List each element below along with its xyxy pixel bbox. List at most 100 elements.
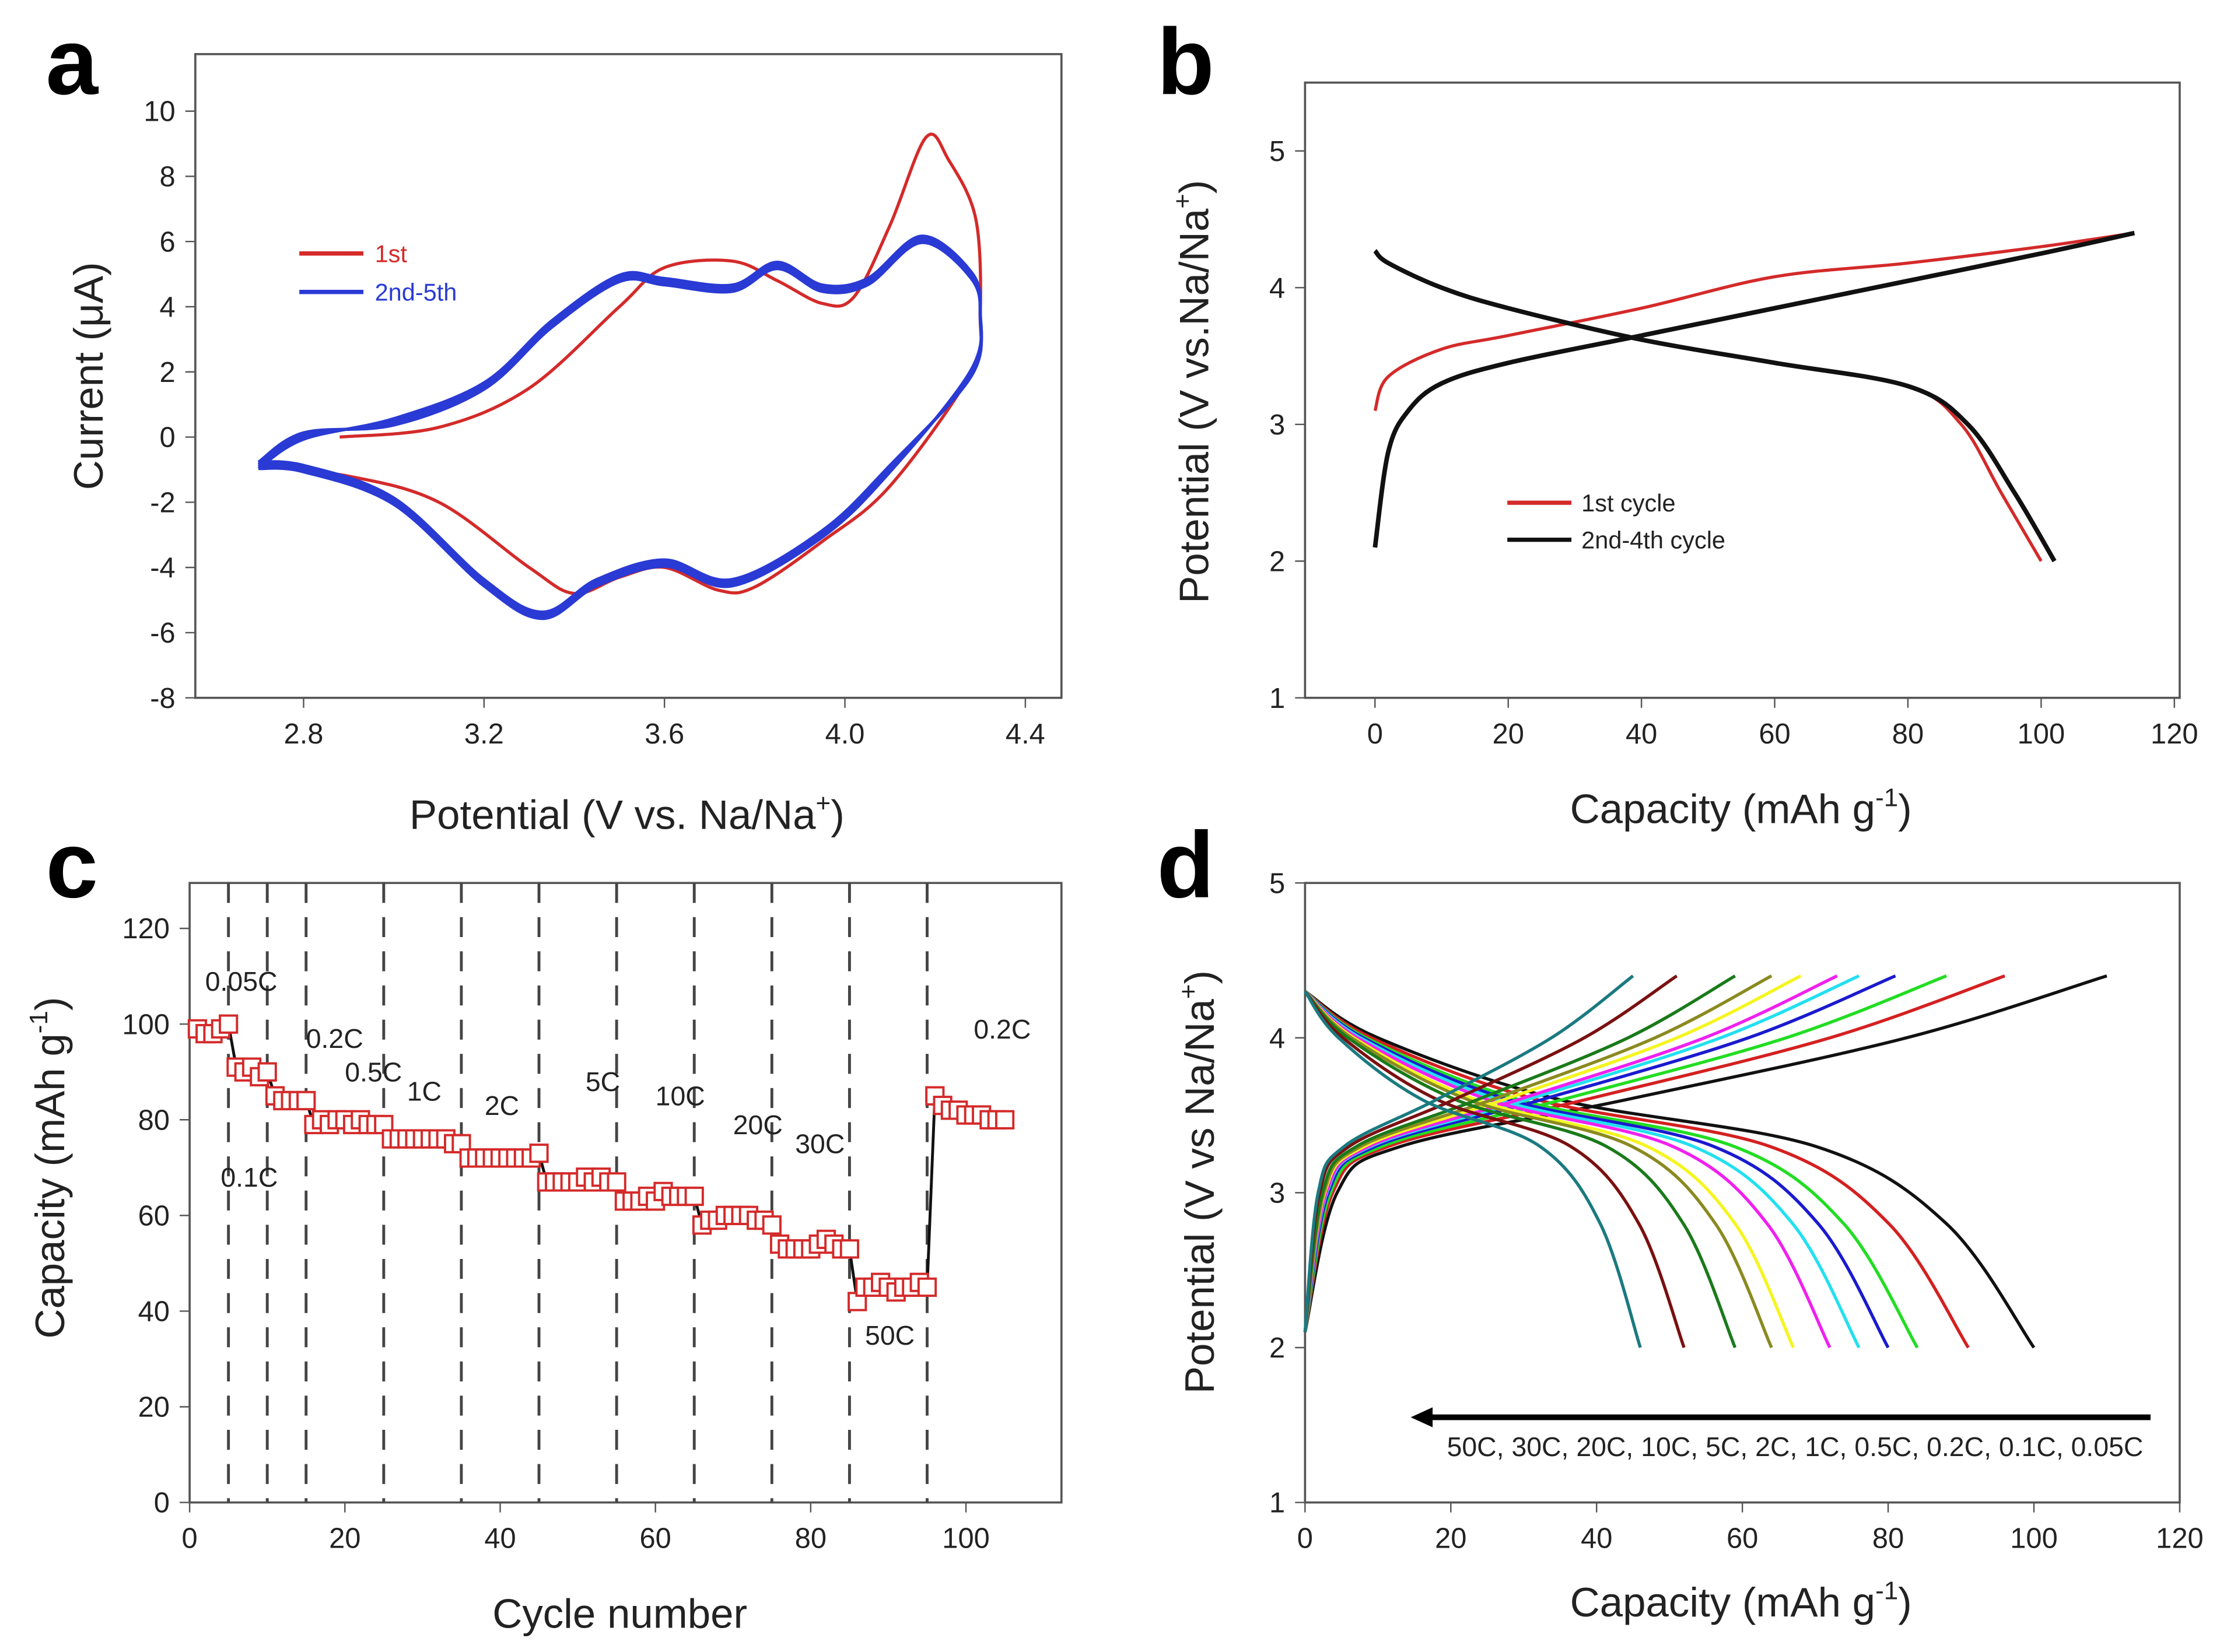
- x-tick-label: 3.2: [464, 718, 504, 750]
- capacity-line: [197, 1022, 1005, 1306]
- rate-order-annotation: 50C, 30C, 20C, 10C, 5C, 2C, 1C, 0.5C, 0.…: [1447, 1432, 2144, 1462]
- x-axis-label-sup: -1: [1875, 783, 1898, 812]
- y-tick-label: 2: [1269, 1332, 1285, 1364]
- y-axis-label-text: Potential (V vs.Na/Na: [1171, 208, 1217, 604]
- y-axis-label: Potential (V vs.Na/Na+): [1168, 180, 1217, 604]
- x-axis-label-sup: -1: [1875, 1577, 1898, 1605]
- capacity-marker: [607, 1172, 626, 1192]
- rate-label: 20C: [733, 1110, 783, 1140]
- y-axis-label-text: Capacity (mAh g: [27, 1033, 73, 1338]
- y-tick-label: 100: [122, 1009, 169, 1040]
- x-tick-label: 60: [1727, 1523, 1758, 1555]
- y-axis-label-text: Current (μA): [66, 262, 112, 490]
- y-axis-label: Current (μA): [66, 262, 112, 490]
- y-tick-label: 0: [160, 422, 176, 454]
- y-axis-label: Potential (V vs Na/Na+): [1174, 970, 1223, 1394]
- panel-letter: a: [45, 9, 99, 114]
- x-tick-label: 120: [2156, 1523, 2203, 1555]
- y-tick-label: 4: [160, 292, 176, 323]
- rate-label: 0.05C: [205, 966, 278, 997]
- charge-curve-0.1C: [1303, 974, 2005, 1332]
- legend-label: 2nd-4th cycle: [1581, 526, 1725, 553]
- cv-curve-2nd-5th: [257, 234, 983, 620]
- charge-curve-50C: [1303, 974, 1634, 1332]
- legend-label: 1st: [375, 240, 408, 267]
- x-tick-label: 40: [1581, 1523, 1612, 1555]
- rate-label: 0.2C: [974, 1014, 1031, 1044]
- rate-label: 50C: [865, 1320, 915, 1351]
- y-tick-label: 8: [160, 162, 176, 193]
- y-axis-label-end: ): [27, 997, 73, 1011]
- plot-frame: [1304, 81, 2181, 699]
- x-tick-label: 4.0: [825, 718, 865, 750]
- y-axis-label-sup: +: [1174, 984, 1203, 999]
- legend-label: 1st cycle: [1581, 489, 1675, 517]
- x-axis-label-text: Potential (V vs. Na/Na: [409, 792, 816, 838]
- y-tick-label: 4: [1269, 272, 1285, 304]
- plot-frame: [194, 52, 1063, 699]
- x-tick-label: 0: [1367, 718, 1383, 750]
- x-tick-label: 0: [1297, 1523, 1313, 1555]
- x-tick-label: 120: [2151, 718, 2198, 750]
- x-tick-label: 80: [1872, 1523, 1904, 1555]
- y-tick-label: -4: [150, 552, 175, 584]
- rate-label: 1C: [407, 1076, 442, 1106]
- cv-curve-2nd-5th: [257, 241, 983, 614]
- arrow-head-icon: [1410, 1407, 1433, 1427]
- charge-curve-20C: [1303, 974, 1736, 1332]
- charge-curve-0.05C: [1303, 974, 2107, 1333]
- x-tick-label: 0: [182, 1523, 198, 1555]
- x-axis-label-end: ): [831, 792, 845, 838]
- x-axis-label: Cycle number: [492, 1591, 747, 1637]
- discharge-curve-50C: [1304, 990, 1642, 1348]
- y-tick-label: 3: [1269, 409, 1285, 441]
- capacity-marker: [848, 1292, 867, 1311]
- panel-letter: d: [1157, 813, 1214, 918]
- panel-letter: b: [1157, 9, 1214, 114]
- y-tick-label: 60: [138, 1200, 170, 1232]
- y-axis-label-end: ): [1177, 970, 1223, 984]
- x-axis-label: Potential (V vs. Na/Na+): [409, 789, 845, 838]
- discharge-curve-0.1C: [1304, 990, 1970, 1349]
- x-tick-label: 20: [1435, 1523, 1466, 1555]
- capacity-marker: [296, 1090, 316, 1111]
- x-tick-label: 60: [1759, 718, 1790, 750]
- x-tick-label: 60: [640, 1523, 671, 1555]
- x-axis-label-text: Capacity (mAh g: [1570, 787, 1875, 833]
- discharge-curve-10C: [1304, 990, 1773, 1349]
- rate-label: 0.5C: [345, 1057, 402, 1088]
- y-axis-label-sup: -1: [24, 1011, 53, 1033]
- discharge-curve-20C: [1304, 990, 1737, 1349]
- charge-curve-2C: [1303, 974, 1838, 1332]
- y-tick-label: 2: [1269, 546, 1285, 577]
- capacity-marker: [995, 1110, 1015, 1130]
- rate-label: 30C: [795, 1129, 845, 1159]
- plot-frame: [188, 882, 1063, 1504]
- x-axis-label-end: ): [1898, 787, 1912, 833]
- discharge-curve: [1373, 249, 2057, 563]
- x-axis-label-sup: +: [816, 789, 831, 818]
- x-axis-label-end: ): [1898, 1580, 1912, 1626]
- cv-curve-1st: [258, 132, 983, 595]
- x-tick-label: 100: [942, 1523, 989, 1555]
- y-tick-label: 3: [1269, 1177, 1285, 1209]
- y-tick-label: 5: [1269, 868, 1285, 899]
- y-tick-label: 10: [143, 96, 175, 128]
- x-tick-label: 4.4: [1006, 718, 1045, 750]
- x-tick-label: 80: [1892, 718, 1924, 750]
- x-axis-label-text: Cycle number: [492, 1591, 747, 1637]
- rate-label: 0.1C: [220, 1162, 278, 1192]
- legend-label: 2nd-5th: [375, 278, 457, 306]
- y-axis-label: Capacity (mAh g-1): [24, 997, 73, 1339]
- capacity-marker: [257, 1062, 277, 1082]
- panel-c: c 0 20 40 60 80 100 0 20 40 60 80 100 120 Cycle number…: [24, 813, 1063, 1637]
- x-tick-label: 80: [795, 1523, 827, 1555]
- rate-label: 10C: [656, 1081, 705, 1111]
- panel-letter: c: [45, 813, 98, 918]
- y-tick-label: 120: [122, 913, 169, 945]
- discharge-curve-30C: [1304, 990, 1686, 1348]
- y-tick-label: 4: [1269, 1023, 1285, 1054]
